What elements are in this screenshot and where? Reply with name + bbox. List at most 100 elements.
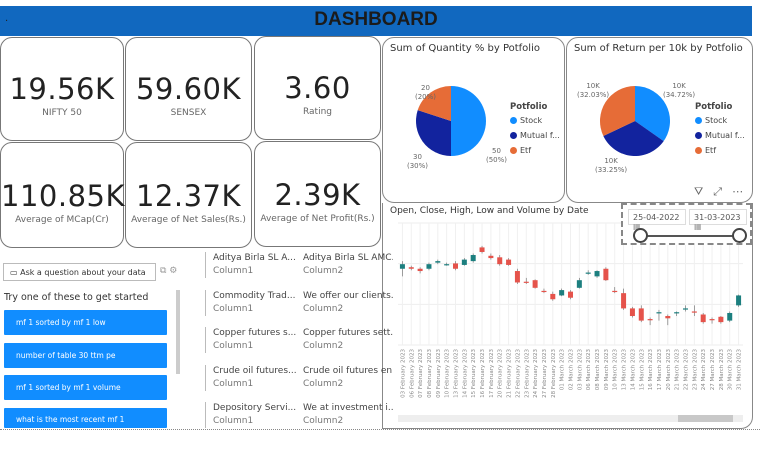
x-tick-label: 02 March 2023 (569, 349, 575, 391)
slider-start-handle[interactable] (633, 228, 648, 243)
x-tick-label: 08 March 2023 (595, 349, 601, 391)
candle-body[interactable] (718, 316, 724, 323)
legend-item-stock[interactable]: Stock (510, 116, 560, 125)
candle-body[interactable] (426, 264, 432, 269)
table-row[interactable]: Crude oil futures... Crude oil futures en… (205, 364, 393, 391)
candle-body[interactable] (727, 312, 733, 321)
candle-body[interactable] (585, 272, 591, 274)
candle-body[interactable] (399, 264, 405, 269)
candle-body[interactable] (550, 293, 556, 300)
legend-item-etf[interactable]: Etf (510, 146, 560, 155)
table-row[interactable]: Aditya Birla SL A... Aditya Birla SL AMC.… (205, 252, 393, 278)
candle-body[interactable] (523, 281, 529, 283)
candle-body[interactable] (470, 255, 476, 262)
x-tick-label: 27 February 2023 (542, 349, 548, 398)
candle-body[interactable] (665, 316, 671, 319)
end-date-input[interactable]: 31-03-2023 ▦ (689, 209, 747, 231)
candle-body[interactable] (461, 259, 467, 265)
pie-slice-mutual-f-[interactable] (603, 121, 664, 156)
chart-title: Open, Close, High, Low and Volume by Dat… (390, 206, 589, 216)
suggestion-button[interactable]: number of table 30 ttm pe (4, 343, 167, 368)
candle-body[interactable] (506, 259, 512, 265)
cell-subtitle: Column2 (303, 378, 344, 389)
candle-body[interactable] (674, 312, 680, 314)
pie-slice-etf[interactable] (600, 86, 635, 136)
pie-slice-stock[interactable] (451, 86, 486, 156)
legend-item-stock[interactable]: Stock (695, 116, 745, 125)
candle-body[interactable] (532, 280, 538, 288)
pie-slice-etf[interactable] (417, 86, 451, 121)
candle-body[interactable] (629, 308, 635, 317)
x-tick-label: 03 March 2023 (577, 349, 583, 391)
candle-body[interactable] (700, 314, 706, 323)
cell: Crude oil futures en... (303, 365, 393, 376)
x-tick-label: 09 February 2023 (436, 349, 442, 398)
candle-body[interactable] (453, 263, 458, 269)
divider (0, 429, 760, 430)
table-row[interactable]: Copper futures s... Copper futures sett..… (205, 327, 393, 353)
candle-body[interactable] (638, 308, 644, 321)
candle-body[interactable] (541, 290, 547, 293)
filter-icon[interactable]: ⛛ (694, 185, 704, 198)
candle-body[interactable] (408, 267, 414, 269)
candle-body[interactable] (488, 255, 494, 259)
candle-body[interactable] (497, 257, 503, 265)
slider-track (638, 235, 740, 237)
cell: We offer our clients... (303, 290, 393, 301)
settings-icon[interactable]: ⧉ ⚙ (160, 266, 178, 276)
candle-body[interactable] (514, 271, 520, 283)
legend-title: Potfolio (510, 102, 548, 112)
suggestion-button[interactable]: mf 1 sorted by mf 1 volume (4, 375, 167, 400)
suggestion-button[interactable]: mf 1 sorted by mf 1 low (4, 310, 167, 335)
slider-end-handle[interactable] (732, 228, 747, 243)
legend-item-etf[interactable]: Etf (695, 146, 745, 155)
scrollbar-thumb[interactable] (678, 415, 733, 422)
candle-body[interactable] (683, 308, 688, 310)
candle-body[interactable] (417, 268, 423, 272)
candle-body[interactable] (736, 295, 742, 306)
calendar-icon[interactable]: ▦ (633, 222, 641, 231)
candle-body[interactable] (647, 319, 653, 321)
table-row[interactable]: Commodity Trad... We offer our clients...… (205, 289, 393, 316)
qna-scrollbar[interactable] (176, 290, 180, 374)
suggestion-button[interactable]: what is the most recent mf 1 (4, 408, 167, 428)
candle-body[interactable] (603, 268, 609, 281)
x-tick-label: 21 February 2023 (507, 349, 513, 398)
candle-body[interactable] (568, 291, 573, 298)
x-tick-label: 31 March 2023 (737, 349, 743, 391)
cell: Depository Servi... (213, 403, 297, 413)
qna-prompt: Try one of these to get started (4, 292, 149, 303)
candle-body[interactable] (576, 280, 582, 288)
legend-item-mutual[interactable]: Mutual f... (695, 131, 745, 140)
cell: Copper futures sett... (303, 328, 393, 338)
candle-body[interactable] (559, 290, 565, 296)
calendar-icon[interactable]: ▦ (694, 222, 702, 231)
x-tick-label: 03 February 2023 (400, 349, 406, 398)
candle-body[interactable] (479, 247, 485, 252)
candle-body[interactable] (691, 311, 697, 313)
candle-body[interactable] (594, 271, 600, 277)
qna-input[interactable]: ▭ Ask a question about your data (3, 263, 156, 281)
candle-body[interactable] (444, 264, 450, 266)
horizontal-scrollbar[interactable] (398, 415, 743, 422)
x-tick-label: 24 March 2023 (701, 349, 707, 391)
x-tick-label: 20 March 2023 (666, 349, 672, 391)
candle-body[interactable] (621, 293, 627, 309)
cell-subtitle: Column2 (303, 416, 344, 426)
data-label-etf: 10K (32.03%) (577, 82, 610, 99)
start-date-input[interactable]: 25-04-2022 ▦ (628, 209, 686, 231)
date-slicer: 25-04-2022 ▦ 31-03-2023 ▦ (621, 203, 752, 245)
candle-body[interactable] (435, 261, 441, 263)
pie-slice-mutual-f-[interactable] (416, 110, 451, 156)
candle-body[interactable] (656, 312, 662, 314)
focus-mode-icon[interactable]: ⤢ (713, 185, 723, 198)
more-options-icon[interactable]: ⋯ (732, 185, 744, 198)
legend-item-mutual[interactable]: Mutual f... (510, 131, 560, 140)
candle-body[interactable] (709, 319, 715, 321)
x-tick-label: 13 March 2023 (622, 349, 628, 391)
table-row[interactable]: Depository Servi... We at investment i...… (205, 402, 393, 428)
candle-body[interactable] (612, 290, 618, 293)
pie-slice-stock[interactable] (635, 86, 670, 142)
data-label-mutual: 30 (30%) (407, 153, 429, 170)
x-tick-label: 10 February 2023 (445, 349, 451, 398)
